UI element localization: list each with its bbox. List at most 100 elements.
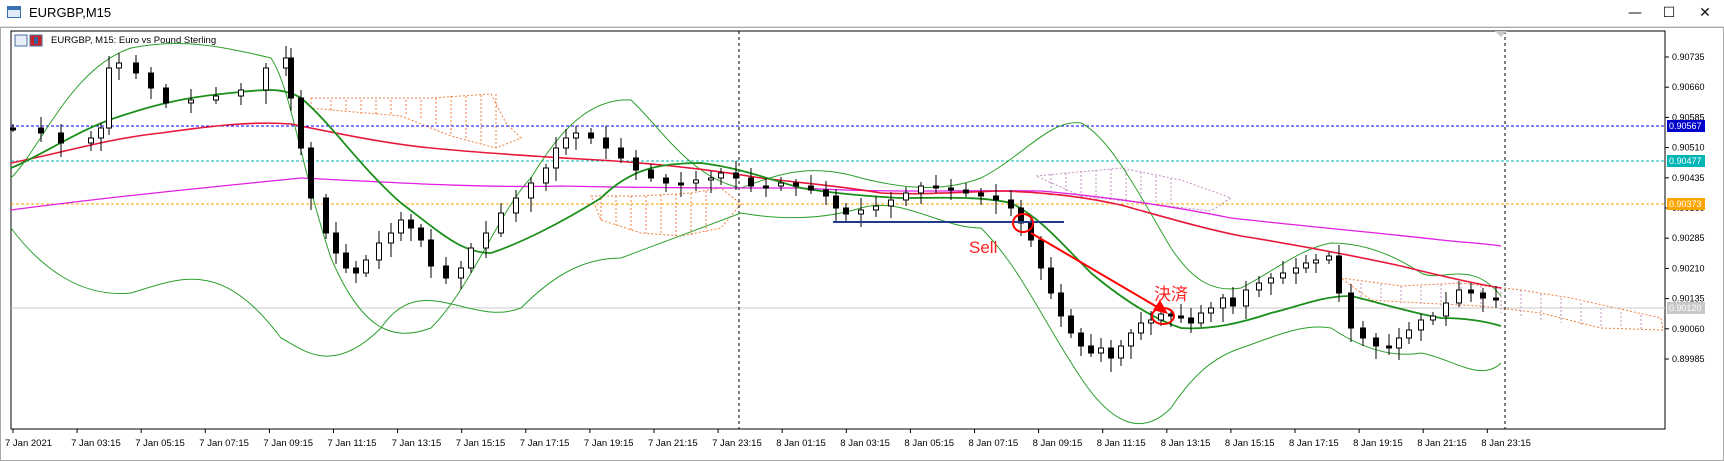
exit-circle[interactable] (1151, 307, 1175, 325)
candle (10, 124, 16, 132)
window-titlebar: EURGBP,M15 — ☐ ✕ (0, 0, 1724, 27)
time-tick-label: 8 Jan 17:15 (1289, 438, 1339, 449)
candle (1326, 252, 1332, 264)
candle (603, 126, 609, 159)
candle (468, 243, 474, 273)
window-title: EURGBP,M15 (29, 5, 112, 20)
candle (1128, 329, 1134, 359)
candle (833, 189, 839, 222)
candle (718, 168, 724, 185)
candle (823, 181, 829, 205)
candle (633, 150, 639, 180)
candle (1430, 312, 1436, 325)
candle (588, 128, 594, 144)
candle (1048, 257, 1054, 299)
candle (843, 203, 849, 222)
candle (1456, 281, 1462, 307)
candle (1348, 284, 1354, 342)
price-marker: 0.90373 (1667, 198, 1705, 210)
sell-entry-circle[interactable] (1012, 213, 1034, 233)
candle (88, 131, 94, 151)
time-tick-label: 7 Jan 11:15 (328, 438, 377, 449)
candle (748, 168, 754, 192)
candle (1098, 338, 1104, 362)
candle (148, 67, 154, 99)
candle (333, 222, 339, 264)
price-marker-label: 0.90477 (1669, 156, 1702, 166)
chart-shift-marker[interactable] (1495, 31, 1507, 37)
candle (58, 124, 64, 157)
time-tick-label: 7 Jan 13:15 (392, 438, 442, 449)
candle (763, 178, 769, 197)
time-tick-label: 7 Jan 07:15 (199, 438, 249, 449)
price-tick-label: 0.90585 (1672, 112, 1705, 122)
time-tick-label: 7 Jan 17:15 (520, 438, 570, 449)
candle (398, 212, 404, 241)
price-marker: 0.90120 (1667, 302, 1705, 314)
candle (418, 224, 424, 247)
close-button[interactable]: ✕ (1688, 0, 1722, 26)
minimize-button[interactable]: — (1618, 0, 1652, 26)
time-tick-label: 8 Jan 15:15 (1225, 438, 1275, 449)
candle (298, 90, 304, 155)
price-marker-label: 0.90567 (1669, 121, 1702, 131)
candle (408, 214, 414, 241)
candle (1443, 292, 1449, 326)
candle (353, 261, 359, 283)
time-axis: 7 Jan 2021 7 Jan 03:15 7 Jan 05:15 7 Jan 07… (5, 429, 1531, 449)
price-tick-label: 0.89985 (1672, 354, 1705, 364)
candle (213, 87, 219, 104)
sell-label: Sell (969, 238, 997, 257)
time-tick-label: 8 Jan 01:15 (776, 438, 826, 449)
candle (458, 261, 464, 289)
price-marker-label: 0.90373 (1669, 199, 1702, 209)
candle (663, 174, 669, 192)
candle (343, 244, 349, 273)
time-tick-label: 7 Jan 19:15 (584, 438, 634, 449)
candle (528, 177, 534, 212)
time-tick-label: 7 Jan 21:15 (648, 438, 698, 449)
maximize-icon: ☐ (1662, 5, 1676, 21)
candle (106, 56, 112, 135)
candle (1303, 255, 1309, 273)
price-tick-label: 0.90435 (1672, 173, 1705, 183)
candle (1280, 261, 1286, 284)
candle (1068, 309, 1074, 338)
candle (708, 171, 714, 193)
trade-arrow[interactable] (1030, 232, 1165, 312)
price-chart[interactable]: EURGBP, M15: Euro vs Pound Sterling Sell… (1, 28, 1723, 460)
time-tick-label: 7 Jan 09:15 (263, 438, 313, 449)
candle (498, 203, 504, 237)
candle (933, 175, 939, 193)
candle (363, 255, 369, 277)
candle (1243, 281, 1249, 319)
candle (618, 138, 624, 163)
price-axis: 0.90735 0.90660 0.90585 0.90510 0.90435 0.903… (1665, 52, 1705, 364)
candle (888, 192, 894, 218)
exit-label: 決済 (1154, 285, 1188, 305)
candle (1396, 328, 1402, 360)
bollinger-bands (10, 42, 1502, 425)
plot-area (10, 30, 1666, 430)
candle (963, 183, 969, 197)
candle (918, 182, 924, 204)
candle (1256, 276, 1262, 297)
candle (563, 129, 569, 155)
time-tick-label: 8 Jan 23:15 (1481, 438, 1531, 449)
candle (1208, 302, 1214, 322)
time-tick-label: 8 Jan 11:15 (1097, 438, 1146, 449)
candle (1038, 236, 1044, 280)
maximize-button[interactable]: ☐ (1652, 0, 1686, 26)
price-marker-label: 0.90120 (1669, 303, 1702, 313)
chart-header-icon (14, 34, 43, 47)
candle (693, 171, 699, 191)
time-tick-label: 8 Jan 21:15 (1417, 438, 1467, 449)
time-tick-label: 8 Jan 19:15 (1353, 438, 1403, 449)
candle (778, 177, 784, 191)
candle (543, 164, 549, 191)
candle (1118, 340, 1124, 366)
candle (648, 164, 654, 182)
candle (283, 46, 289, 76)
candle (308, 142, 314, 210)
candle (133, 55, 139, 79)
